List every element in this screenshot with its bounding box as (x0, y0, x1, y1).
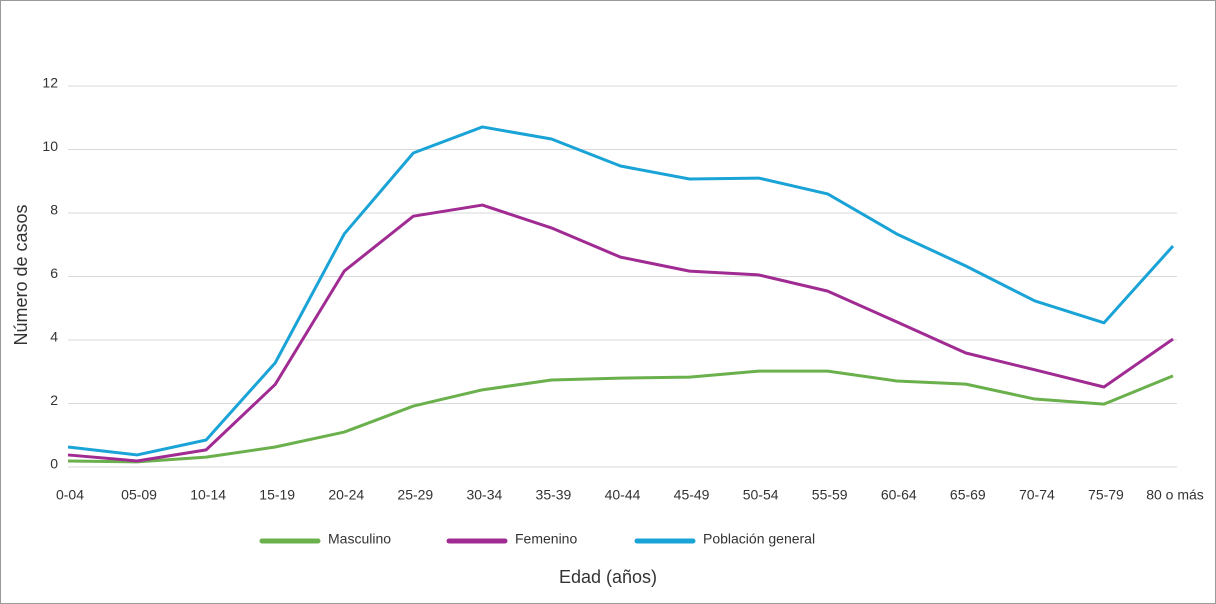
x-axis-title: Edad (años) (559, 567, 657, 587)
x-tick-label: 55-59 (812, 487, 848, 503)
x-tick-label: 05-09 (121, 487, 157, 503)
x-tick-label: 15-19 (259, 487, 295, 503)
x-tick-label: 20-24 (328, 487, 364, 503)
legend-label: Masculino (328, 531, 391, 547)
x-tick-label: 65-69 (950, 487, 986, 503)
y-tick-label: 4 (50, 329, 58, 345)
legend-label: Población general (703, 531, 815, 547)
x-tick-label: 70-74 (1019, 487, 1055, 503)
x-tick-label: 35-39 (536, 487, 572, 503)
y-tick-label: 8 (50, 202, 58, 218)
x-tick-label: 50-54 (743, 487, 779, 503)
y-tick-label: 0 (50, 456, 58, 472)
x-tick-label: 60-64 (881, 487, 917, 503)
x-tick-label: 75-79 (1088, 487, 1124, 503)
x-tick-label: 10-14 (190, 487, 226, 503)
series-line (67, 203, 1174, 463)
x-tick-label: 80 o más (1146, 487, 1204, 503)
y-axis-title: Número de casos (11, 204, 31, 345)
series-line (67, 125, 1175, 457)
x-tick-label: 30-34 (466, 487, 502, 503)
series-line (67, 369, 1174, 464)
y-tick-label: 10 (42, 138, 58, 154)
y-tick-label: 6 (50, 265, 58, 281)
y-tick-label: 12 (42, 75, 58, 91)
x-tick-label: 0-04 (56, 487, 84, 503)
x-tick-label: 25-29 (397, 487, 433, 503)
legend-label: Femenino (515, 531, 577, 547)
y-tick-label: 2 (50, 392, 58, 408)
x-tick-label: 40-44 (605, 487, 641, 503)
x-tick-label: 45-49 (674, 487, 710, 503)
